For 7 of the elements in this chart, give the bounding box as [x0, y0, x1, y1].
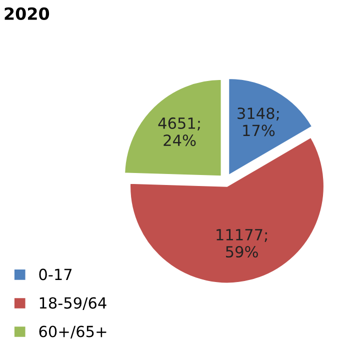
legend-label: 18-59/64	[40, 297, 106, 310]
legend-label: 0-17	[39, 268, 72, 280]
data-label: 4651; 24%	[158, 117, 200, 146]
legend-label: 60+/65+	[39, 326, 106, 338]
chart-title: 2020	[4, 7, 50, 20]
data-label: 3148; 17%	[238, 108, 279, 136]
data-label: 11177; 59%	[216, 229, 267, 258]
